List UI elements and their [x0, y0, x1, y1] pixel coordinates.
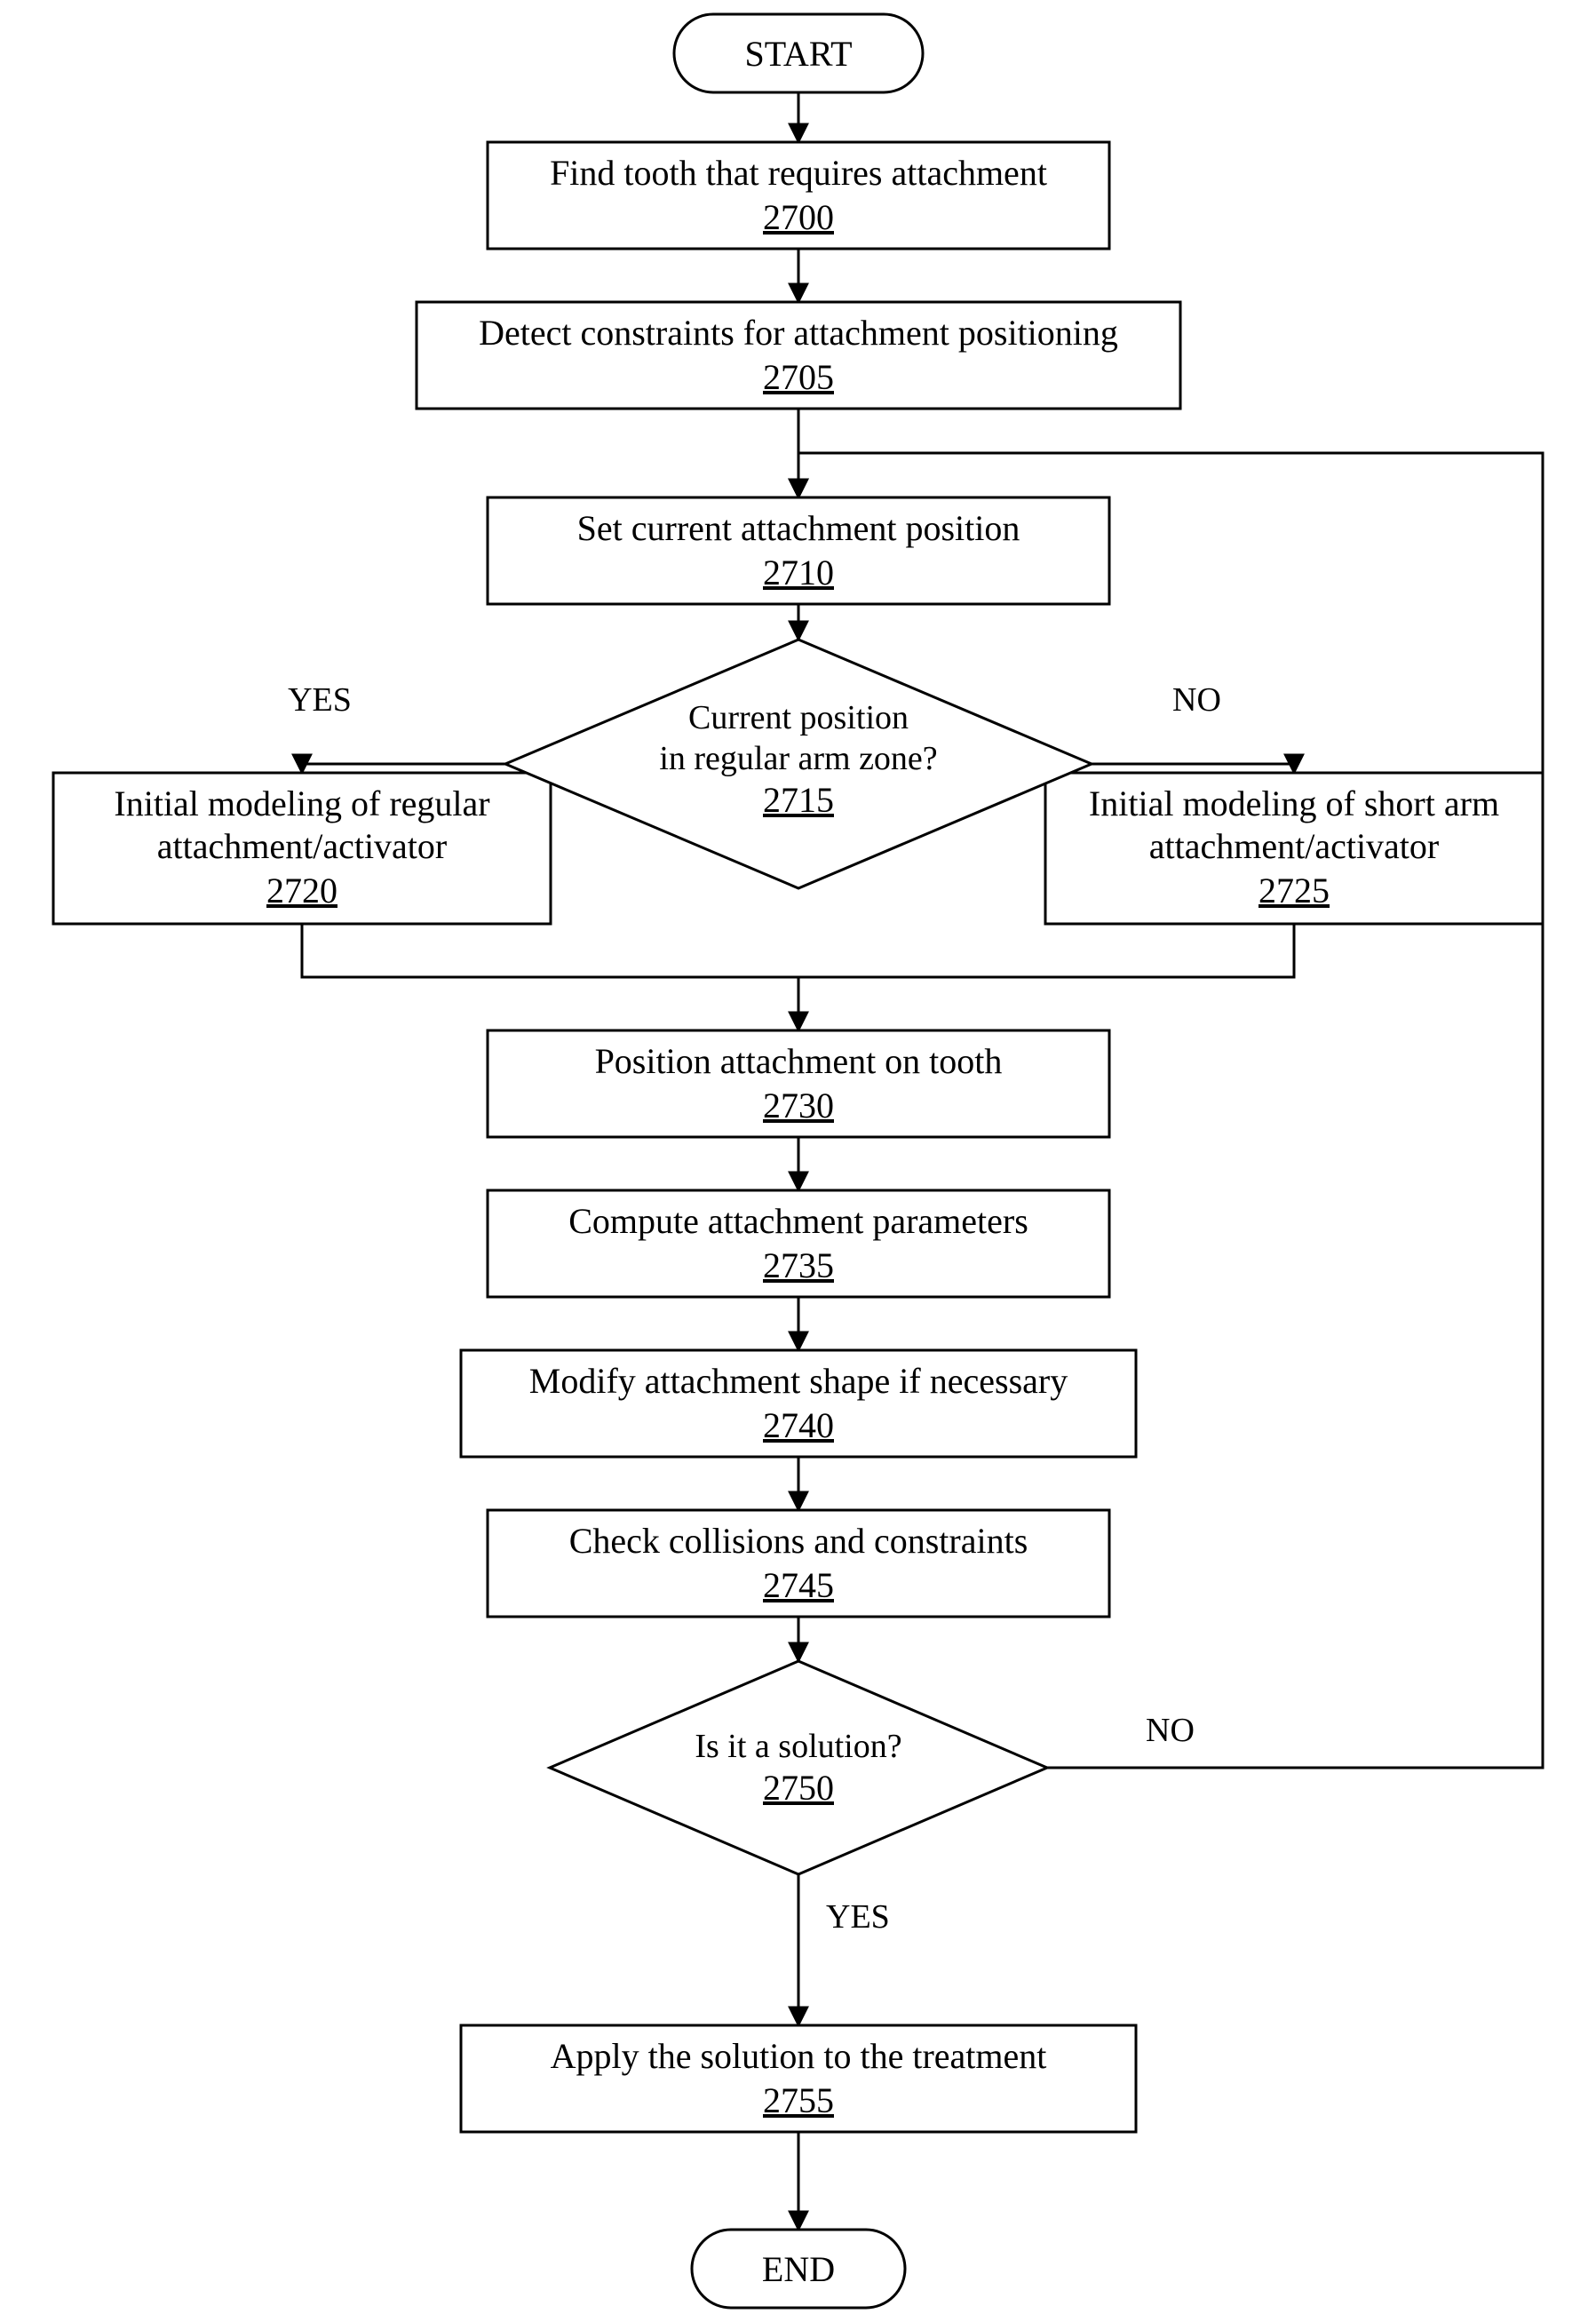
box-b2700: Find tooth that requires attachment2700: [488, 142, 1109, 249]
box-b2720-text2: attachment/activator: [157, 826, 448, 866]
box-b2725: Initial modeling of short armattachment/…: [1045, 773, 1543, 924]
box-b2710-text: Set current attachment position: [577, 508, 1020, 548]
start-terminator-label: START: [744, 34, 852, 74]
start-terminator: START: [674, 14, 923, 92]
box-b2740-text: Modify attachment shape if necessary: [529, 1361, 1068, 1401]
flowchart-svg: START END Find tooth that requires attachm…: [0, 0, 1596, 2322]
box-b2720-ref: 2720: [266, 871, 337, 911]
box-b2725-text1: Initial modeling of short arm: [1089, 783, 1499, 823]
box-b2740: Modify attachment shape if necessary2740: [461, 1350, 1136, 1457]
box-b2755-text: Apply the solution to the treatment: [551, 2036, 1047, 2076]
box-b2710-ref: 2710: [763, 553, 834, 592]
box-b2725-text2: attachment/activator: [1149, 826, 1440, 866]
box-b2735-text: Compute attachment parameters: [568, 1201, 1028, 1241]
box-b2730-ref: 2730: [763, 1085, 834, 1125]
decision-d2715-text2: in regular arm zone?: [659, 740, 937, 777]
edge-label-yes2715: YES: [288, 681, 352, 719]
box-b2755: Apply the solution to the treatment2755: [461, 2025, 1136, 2132]
edge-label-no2750: NO: [1146, 1712, 1195, 1749]
box-b2745-text: Check collisions and constraints: [569, 1521, 1028, 1561]
end-terminator: END: [692, 2230, 905, 2308]
box-b2745-ref: 2745: [763, 1565, 834, 1605]
box-b2740-ref: 2740: [763, 1405, 834, 1445]
box-b2720: Initial modeling of regularattachment/ac…: [53, 773, 551, 924]
decision-d2715-ref: 2715: [763, 780, 834, 820]
edge-label-yes2750: YES: [826, 1898, 890, 1936]
box-b2700-ref: 2700: [763, 197, 834, 237]
box-b2705-text: Detect constraints for attachment positi…: [479, 313, 1118, 353]
decision-d2750: Is it a solution?2750: [550, 1661, 1047, 1874]
edge-2725-merge: [798, 924, 1294, 977]
end-terminator-label: END: [762, 2249, 835, 2289]
box-b2700-text: Find tooth that requires attachment: [550, 153, 1047, 193]
box-b2725-ref: 2725: [1259, 871, 1330, 911]
box-b2730-text: Position attachment on tooth: [595, 1041, 1003, 1081]
decision-d2715: Current position in regular arm zone?2715: [505, 640, 1092, 888]
box-b2720-text1: Initial modeling of regular: [114, 783, 489, 823]
box-b2745: Check collisions and constraints2745: [488, 1510, 1109, 1617]
box-b2735-ref: 2735: [763, 1245, 834, 1285]
box-b2710: Set current attachment position 2710: [488, 497, 1109, 604]
edge-label-no2715: NO: [1172, 681, 1221, 719]
box-b2705: Detect constraints for attachment positi…: [417, 302, 1180, 409]
box-b2705-ref: 2705: [763, 357, 834, 397]
box-b2755-ref: 2755: [763, 2080, 834, 2120]
decision-d2750-text1: Is it a solution?: [695, 1728, 901, 1765]
edge-2720-merge: [302, 924, 798, 977]
edges-group: [302, 92, 1543, 2230]
box-b2730: Position attachment on tooth2730: [488, 1030, 1109, 1137]
decision-d2715-text1: Current position: [688, 699, 909, 736]
decision-d2750-ref: 2750: [763, 1768, 834, 1808]
box-b2735: Compute attachment parameters2735: [488, 1190, 1109, 1297]
